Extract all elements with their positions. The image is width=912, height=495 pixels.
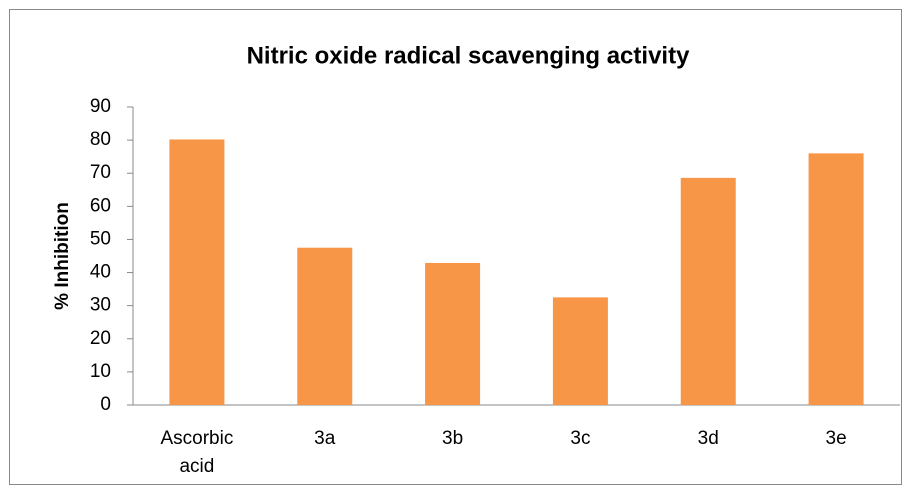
x-tick-label: 3c: [570, 428, 590, 449]
chart-border: [9, 9, 902, 485]
y-tick-label: 20: [90, 328, 111, 349]
bar: [680, 177, 736, 405]
y-tick-label: 50: [90, 228, 111, 249]
y-tick-label: 80: [90, 129, 111, 150]
bar: [425, 262, 481, 405]
y-axis-label: % Inhibition: [52, 202, 73, 310]
x-tick-label: Ascorbic acid: [160, 428, 233, 477]
bar: [297, 247, 353, 405]
chart-title: Nitric oxide radical scavenging activity: [247, 42, 690, 69]
y-tick-label: 90: [90, 96, 111, 117]
y-tick-label: 0: [100, 394, 111, 415]
bar: [808, 153, 864, 405]
y-tick-label: 10: [90, 361, 111, 382]
y-tick-label: 40: [90, 262, 111, 283]
y-tick-label: 70: [90, 162, 111, 183]
x-tick-label: 3b: [442, 428, 463, 449]
bar: [552, 297, 608, 405]
y-tick-label: 60: [90, 195, 111, 216]
y-tick-label: 30: [90, 295, 111, 316]
x-tick-label: 3e: [826, 428, 847, 449]
x-tick-label: 3d: [698, 428, 719, 449]
x-tick-label: 3a: [314, 428, 336, 449]
bar: [169, 139, 225, 405]
